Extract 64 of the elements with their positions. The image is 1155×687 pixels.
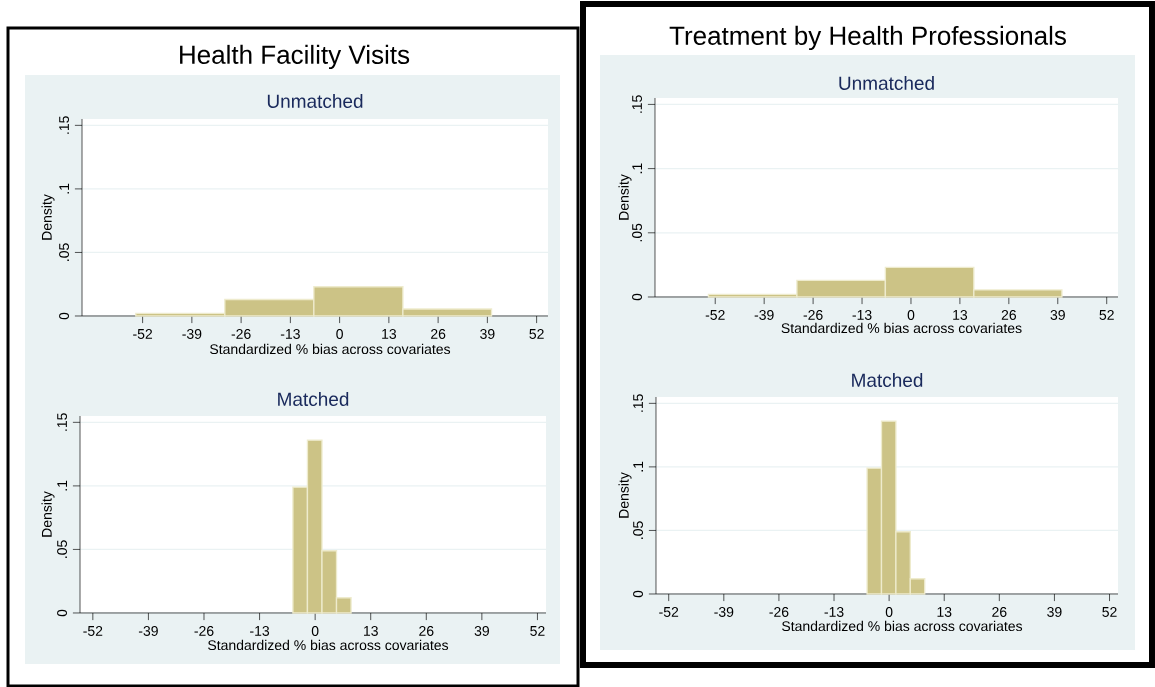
y-tick-label: .1 [633,461,643,472]
x-tick-label: -13 [824,606,844,617]
x-tick-label: -26 [769,606,789,617]
y-axis-title: Density [618,471,632,518]
y-tick-label: .1 [57,480,67,491]
x-tick-label: -52 [659,606,679,617]
x-tick-label: -52 [83,625,103,636]
chart-subtitle: Unmatched [839,75,934,90]
y-tick-label: .15 [57,412,67,431]
x-tick-label: 13 [953,309,968,320]
y-tick-label: .15 [633,393,643,412]
x-tick-label: 26 [431,328,446,339]
x-tick-label: 39 [474,625,490,636]
chart-subtitle: Matched [278,391,349,406]
y-tick-label: .15 [59,115,69,134]
y-tick-label: 0 [633,590,643,598]
x-tick-label: -39 [754,309,774,320]
x-tick-label: 0 [885,606,893,617]
x-tick-label: 26 [419,625,434,636]
x-tick-label: -26 [194,625,214,636]
x-axis-title: Standardized % bias across covariates [208,639,449,650]
chart-title: Health Facility Visits [180,44,410,69]
x-tick-label: -39 [182,328,202,339]
x-tick-label: -39 [714,606,734,617]
y-tick-label: .05 [632,223,642,242]
chart-title: Treatment by Health Professionals [669,25,1066,50]
x-tick-label: -52 [133,328,153,339]
x-tick-label: -39 [138,625,158,636]
x-tick-label: 52 [529,328,544,339]
chart-subtitle: Unmatched [267,93,363,108]
x-tick-label: 13 [382,328,397,339]
x-tick-label: 13 [937,606,952,617]
x-tick-label: 26 [1001,309,1017,320]
x-tick-label: -52 [705,309,725,320]
x-tick-label: -26 [231,328,251,339]
x-axis-title: Standardized % bias across covariates [782,620,1023,631]
x-tick-label: -13 [852,309,872,320]
x-tick-label: 39 [1047,606,1062,617]
x-tick-label: -13 [280,328,300,339]
y-tick-label: .15 [632,95,642,113]
x-tick-label: 39 [1050,309,1065,320]
x-tick-label: 52 [1099,309,1114,320]
x-axis-title: Standardized % bias across covariates [210,343,451,354]
y-tick-label: .1 [59,183,69,194]
y-tick-label: .05 [59,243,69,261]
x-tick-label: 0 [336,328,343,339]
y-axis-title: Density [41,193,55,240]
x-tick-label: 0 [907,309,915,320]
y-tick-label: .1 [632,163,642,173]
y-tick-label: 0 [632,293,642,301]
x-tick-label: -13 [250,625,270,636]
x-tick-label: -26 [803,309,823,320]
y-tick-label: .05 [633,521,643,539]
x-tick-label: 39 [480,328,495,339]
x-tick-label: 26 [992,606,1007,617]
y-tick-label: .05 [57,540,67,558]
x-tick-label: 13 [364,625,378,636]
x-tick-label: 0 [311,625,319,636]
y-axis-title: Density [41,490,55,537]
x-axis-title: Standardized % bias across covariates [781,322,1022,333]
y-axis-title: Density [618,173,632,220]
x-tick-label: 52 [1102,606,1117,617]
x-tick-label: 52 [530,625,545,636]
chart-subtitle: Matched [852,372,923,387]
